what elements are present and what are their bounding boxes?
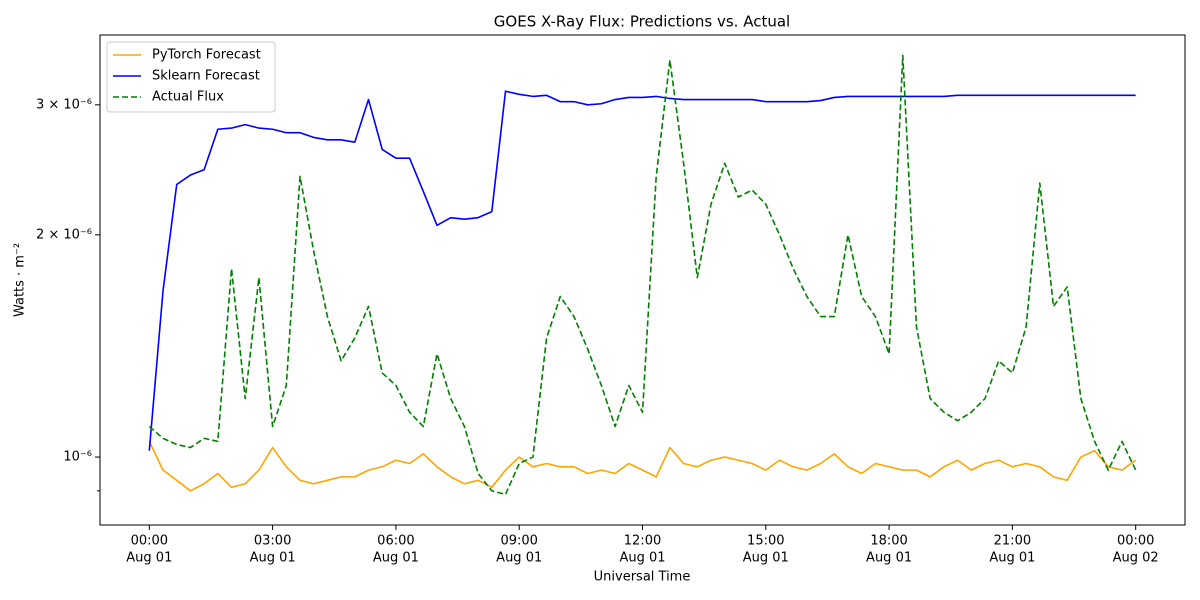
x-tick-label: 21:00 (994, 534, 1031, 549)
x-tick-label: 18:00 (870, 534, 907, 549)
y-axis-label: Watts · m⁻² (13, 243, 28, 317)
legend-label: PyTorch Forecast (152, 48, 261, 63)
legend-box (106, 41, 276, 113)
x-tick-label: 09:00 (500, 534, 537, 549)
chart-title: GOES X-Ray Flux: Predictions vs. Actual (494, 13, 790, 31)
x-tick-label: Aug 01 (250, 551, 296, 566)
y-tick-label: 10⁻⁶ (63, 450, 92, 465)
series-line (148, 441, 1137, 492)
x-tick-label: 15:00 (747, 534, 784, 549)
x-tick-label: Aug 01 (496, 551, 542, 566)
x-tick-label: Aug 01 (866, 551, 912, 566)
x-tick-label: 03:00 (254, 534, 291, 549)
x-tick-label: 00:00 (131, 534, 168, 549)
x-tick-label: 12:00 (624, 534, 661, 549)
x-tick-label: Aug 01 (619, 551, 665, 566)
x-tick-label: 00:00 (1117, 534, 1154, 549)
y-tick-label: 2 × 10⁻⁶ (36, 227, 92, 242)
x-tick-label: 06:00 (377, 534, 414, 549)
x-tick-label: Aug 01 (743, 551, 789, 566)
x-tick-label: Aug 01 (373, 551, 419, 566)
y-tick-label: 3 × 10⁻⁶ (36, 97, 92, 112)
series-line (148, 54, 1137, 496)
x-axis-label: Universal Time (594, 570, 691, 585)
x-tick-label: Aug 01 (989, 551, 1035, 566)
series-line (148, 90, 1136, 451)
legend-label: Sklearn Forecast (152, 69, 260, 84)
x-tick-label: Aug 01 (126, 551, 172, 566)
x-tick-label: Aug 02 (1113, 551, 1159, 566)
plot-frame (99, 34, 1186, 526)
legend-label: Actual Flux (152, 90, 224, 105)
